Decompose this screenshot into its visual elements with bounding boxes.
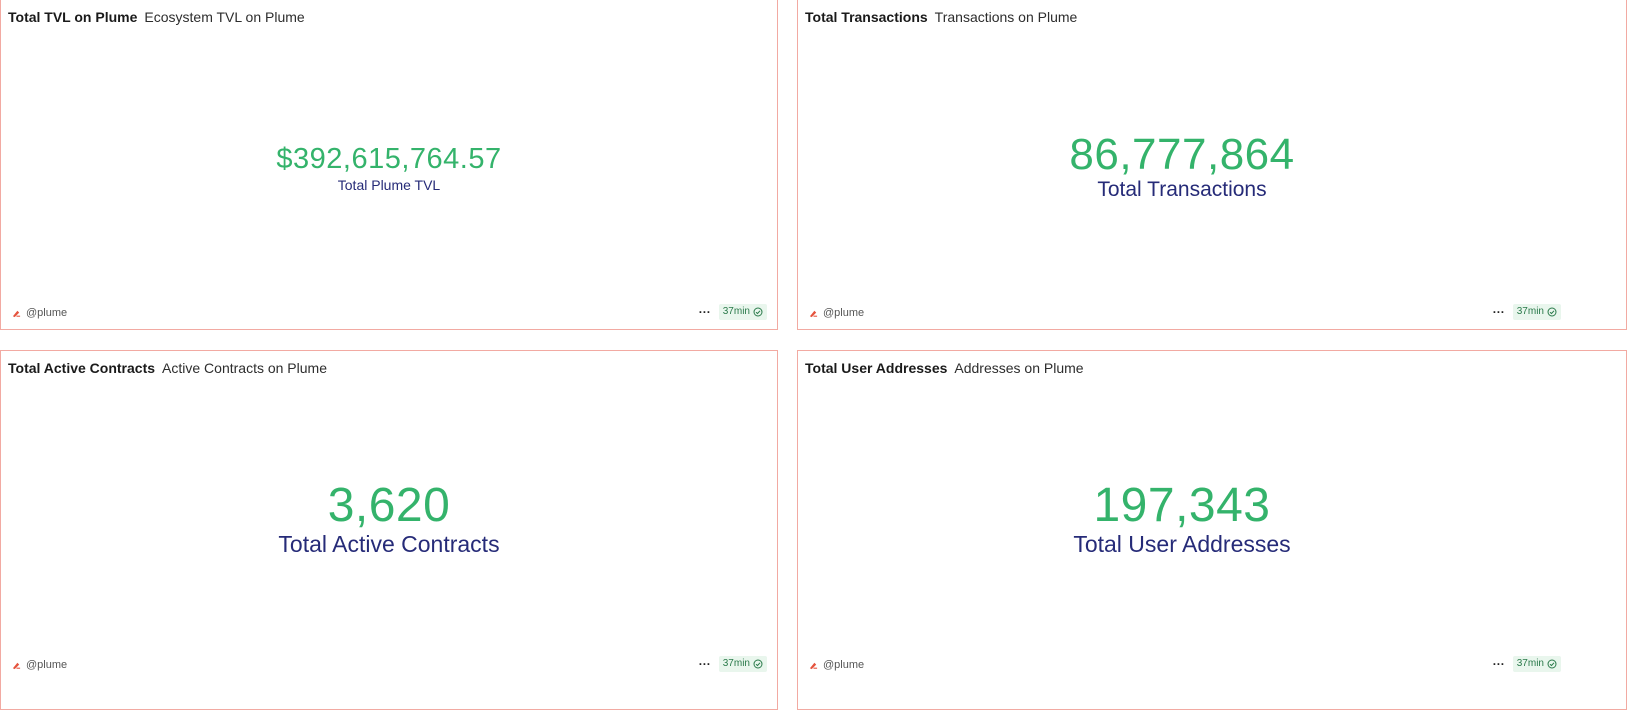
card-author[interactable]: @plume [809,307,864,319]
card-title[interactable]: Total Transactions [805,9,928,25]
more-options-icon[interactable]: ··· [1492,657,1505,671]
check-circle-icon [1547,659,1557,669]
dune-logo-icon [809,310,818,317]
metric-value: 86,777,864 [1069,130,1295,179]
freshness-badge[interactable]: 37min [1512,304,1561,320]
freshness-badge[interactable]: 37min [718,304,767,320]
freshness-text: 37min [1516,658,1544,669]
check-circle-icon [753,307,763,317]
metric: 86,777,864 Total Transactions [798,132,1566,202]
metric-value: 197,343 [1093,479,1271,532]
counter-card-transactions: Total Transactions Transactions on Plume … [797,0,1627,330]
metric: 3,620 Total Active Contracts [1,479,777,558]
dune-logo-icon [809,662,818,669]
card-subtitle: Active Contracts on Plume [162,360,327,376]
author-name[interactable]: @plume [823,659,865,671]
card-subtitle: Transactions on Plume [934,9,1078,25]
check-circle-icon [1547,307,1557,317]
metric-label: Total Plume TVL [337,177,441,193]
metric-label: Total User Addresses [1073,531,1291,557]
counter-card-active-contracts: Total Active Contracts Active Contracts o… [0,350,778,710]
card-header: Total TVL on Plume Ecosystem TVL on Plume [8,8,305,26]
card-title[interactable]: Total Active Contracts [8,360,156,376]
card-actions: ··· 37min [1493,656,1561,672]
freshness-text: 37min [1516,306,1544,317]
counter-card-user-addresses: Total User Addresses Addresses on Plume 1… [797,350,1627,710]
dune-logo-icon [12,662,21,669]
dune-logo-icon [12,310,21,317]
metric-value: 3,620 [327,479,451,532]
author-name[interactable]: @plume [26,659,68,671]
card-actions: ··· 37min [699,656,767,672]
card-header: Total Transactions Transactions on Plume [805,8,1077,26]
freshness-badge[interactable]: 37min [1512,656,1561,672]
card-author[interactable]: @plume [12,307,67,319]
card-subtitle: Addresses on Plume [954,360,1084,376]
freshness-badge[interactable]: 37min [718,656,767,672]
check-circle-icon [753,659,763,669]
metric-value: $392,615,764.57 [276,143,502,175]
author-name[interactable]: @plume [26,307,68,319]
freshness-text: 37min [722,306,750,317]
card-subtitle: Ecosystem TVL on Plume [144,9,305,25]
card-title[interactable]: Total TVL on Plume [8,9,138,25]
more-options-icon[interactable]: ··· [698,657,711,671]
card-author[interactable]: @plume [12,659,67,671]
card-author[interactable]: @plume [809,659,864,671]
metric-label: Total Active Contracts [278,531,500,557]
more-options-icon[interactable]: ··· [698,305,711,319]
metric-label: Total Transactions [1097,178,1267,201]
metric: $392,615,764.57 Total Plume TVL [1,142,777,194]
card-header: Total Active Contracts Active Contracts o… [8,359,327,377]
card-header: Total User Addresses Addresses on Plume [805,359,1084,377]
metric: 197,343 Total User Addresses [798,479,1566,558]
card-title[interactable]: Total User Addresses [805,360,948,376]
card-actions: ··· 37min [699,304,767,320]
freshness-text: 37min [722,658,750,669]
card-actions: ··· 37min [1493,304,1561,320]
author-name[interactable]: @plume [823,307,865,319]
more-options-icon[interactable]: ··· [1492,305,1505,319]
counter-card-tvl: Total TVL on Plume Ecosystem TVL on Plume… [0,0,778,330]
